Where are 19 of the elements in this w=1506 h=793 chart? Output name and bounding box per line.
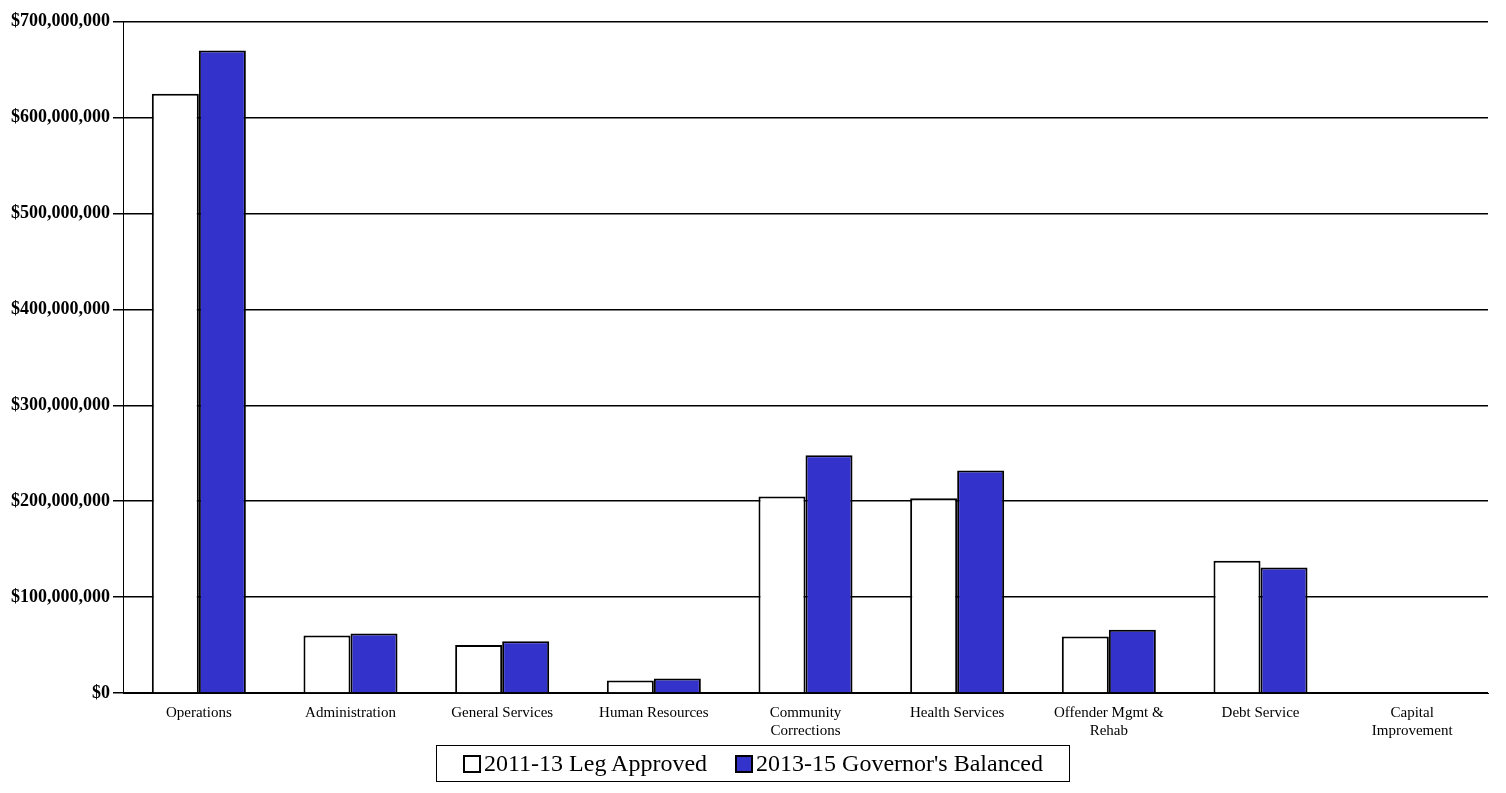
- y-tick-label: $700,000,000: [11, 10, 110, 31]
- x-tick-label: Community Corrections: [769, 703, 842, 738]
- y-tick-label: $600,000,000: [11, 106, 110, 127]
- x-tick-label: Offender Mgmt & Rehab: [1053, 703, 1165, 738]
- x-tick-label: Operations: [165, 703, 232, 720]
- y-tick-label: $400,000,000: [11, 298, 110, 319]
- legend-label: 2013-15 Governor's Balanced: [756, 750, 1043, 777]
- y-tick-label: $500,000,000: [11, 202, 110, 223]
- y-tick-label: $100,000,000: [11, 585, 110, 606]
- text: 2011-13 Leg Approved: [484, 750, 708, 777]
- x-tick-label: Capital Improvement: [1371, 703, 1454, 738]
- y-tick-label: $200,000,000: [11, 489, 110, 510]
- x-tick-label: Administration: [305, 703, 397, 720]
- y-tick-label: $300,000,000: [11, 394, 110, 414]
- x-tick-label: Human Resources: [599, 703, 709, 720]
- x-tick-label: Health Services: [909, 703, 1005, 720]
- x-tick-label: Debt Service: [1221, 703, 1300, 720]
- y-tick-label: $0: [92, 681, 110, 702]
- x-tick-label: General Services: [451, 703, 554, 720]
